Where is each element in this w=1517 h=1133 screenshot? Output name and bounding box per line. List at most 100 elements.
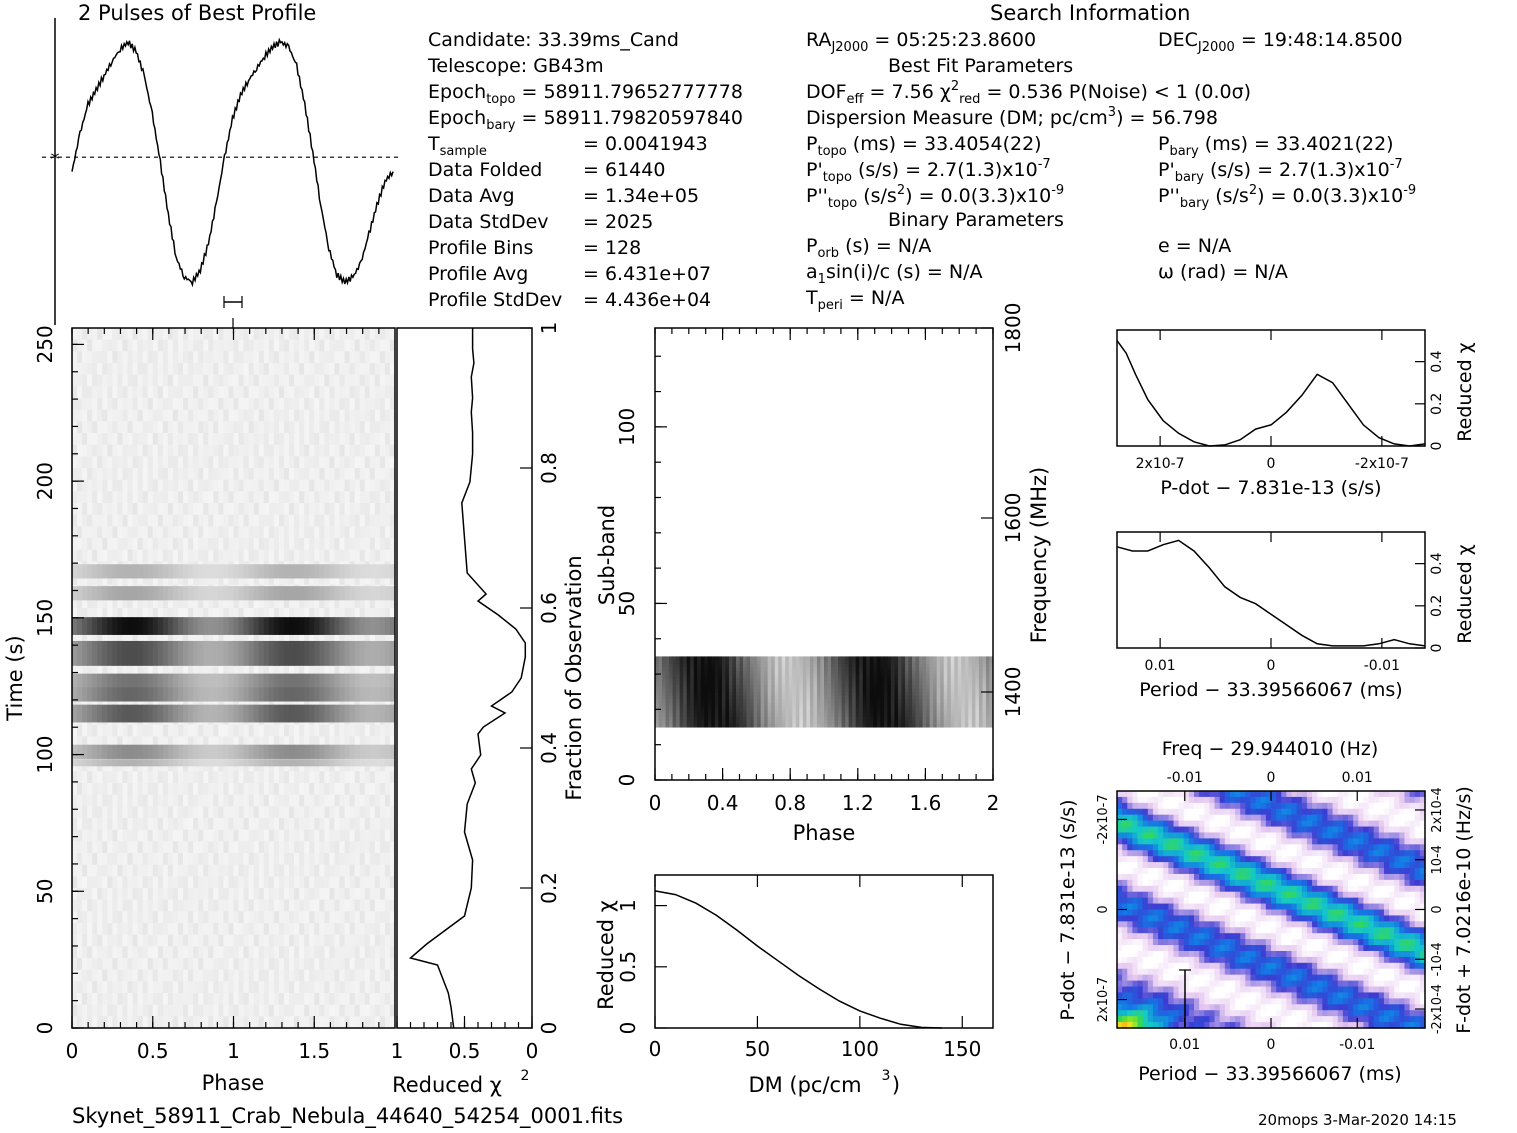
band-pixel — [319, 617, 325, 635]
pixel — [809, 709, 814, 714]
pixel — [112, 783, 118, 796]
pixel — [248, 479, 255, 492]
band-pixel — [314, 673, 320, 688]
pixel — [208, 538, 214, 551]
pixel — [203, 899, 209, 912]
pixel — [213, 328, 219, 341]
pixel — [77, 398, 83, 411]
pixel — [389, 981, 396, 994]
band-pixel — [228, 744, 234, 759]
band-pixel — [253, 640, 260, 666]
pixel — [757, 709, 762, 714]
pixel — [183, 794, 189, 807]
band-pixel — [253, 586, 260, 601]
pixel — [77, 829, 83, 842]
pixel — [72, 993, 78, 1006]
pixel — [117, 981, 123, 994]
pixel — [117, 374, 123, 387]
pixel — [289, 666, 295, 679]
pixel — [97, 736, 103, 749]
pixel — [947, 712, 952, 717]
band-pixel — [309, 687, 315, 702]
pixel — [193, 864, 199, 877]
pixel — [309, 608, 315, 621]
pixel — [97, 386, 103, 399]
pixel — [77, 736, 83, 749]
pixel — [238, 783, 245, 796]
pixel — [707, 723, 712, 728]
pixel — [228, 363, 234, 376]
pixel — [82, 468, 88, 481]
pixel — [268, 806, 275, 819]
pixel — [147, 876, 154, 889]
pixel — [278, 631, 285, 644]
pixel — [304, 491, 310, 504]
pixel — [374, 374, 381, 387]
band-pixel — [248, 586, 255, 601]
pixel — [253, 514, 260, 527]
pixel — [228, 386, 234, 399]
pixel — [97, 981, 103, 994]
pixel — [198, 631, 204, 644]
pixel — [679, 723, 684, 728]
pixel — [233, 969, 240, 982]
band-pixel — [198, 759, 204, 767]
pixel — [92, 829, 98, 842]
pixel — [188, 328, 194, 341]
pixel — [183, 479, 189, 492]
pixel — [369, 771, 376, 784]
pixel — [183, 339, 189, 352]
pixel — [223, 794, 229, 807]
band-pixel — [132, 759, 139, 767]
pixel — [922, 723, 927, 728]
pixel — [876, 709, 881, 714]
pixel — [102, 503, 108, 516]
pixel — [152, 993, 159, 1006]
pixel — [289, 829, 295, 842]
pixel — [82, 398, 88, 411]
pixel — [87, 666, 93, 679]
band-pixel — [157, 744, 164, 759]
pixel — [319, 374, 325, 387]
band-pixel — [147, 687, 154, 702]
pixel — [218, 934, 224, 947]
pixel — [278, 771, 285, 784]
pixel — [753, 723, 758, 728]
band-pixel — [304, 564, 310, 579]
pixel — [112, 981, 118, 994]
pixel — [283, 491, 290, 504]
pixel — [283, 899, 290, 912]
band-pixel — [198, 586, 204, 601]
pixel — [122, 409, 129, 422]
pixel — [218, 864, 224, 877]
pixel — [213, 876, 219, 889]
pixel — [263, 771, 270, 784]
pixel — [97, 806, 103, 819]
pixel — [112, 573, 118, 586]
band-pixel — [243, 586, 250, 601]
pixel — [183, 806, 189, 819]
pixel — [87, 794, 93, 807]
pixel — [354, 666, 361, 679]
pixel — [725, 719, 730, 724]
pixel — [824, 709, 829, 714]
pixel — [389, 433, 396, 446]
pixel — [314, 351, 320, 364]
pixel — [268, 783, 275, 796]
pixel — [87, 876, 93, 889]
pixel — [132, 328, 139, 341]
pixel — [102, 969, 108, 982]
pixel — [344, 631, 351, 644]
band-pixel — [283, 744, 290, 759]
pixel — [263, 596, 270, 609]
pixel — [781, 719, 786, 724]
pixel — [233, 1004, 240, 1017]
pixel — [349, 479, 356, 492]
pixel — [142, 1016, 149, 1029]
pixel — [188, 573, 194, 586]
pixel — [172, 573, 179, 586]
pixel — [243, 503, 250, 516]
pixel — [324, 818, 330, 831]
band-pixel — [132, 687, 139, 702]
pixel — [102, 409, 108, 422]
